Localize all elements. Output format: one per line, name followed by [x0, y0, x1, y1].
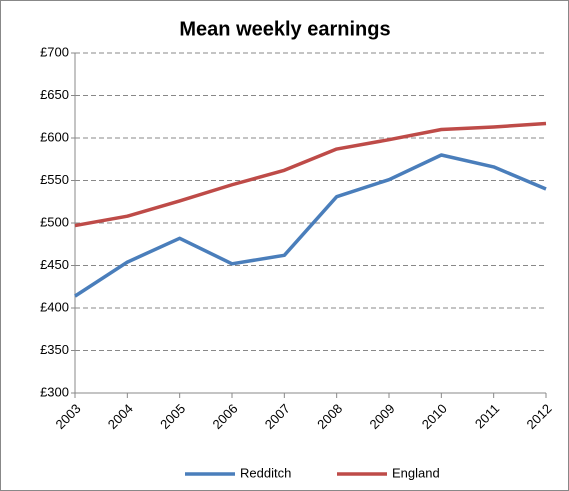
y-tick-label: £400: [40, 299, 69, 314]
y-tick-label: £550: [40, 172, 69, 187]
y-tick-label: £300: [40, 384, 69, 399]
chart-title: Mean weekly earnings: [179, 18, 390, 40]
series-line: [74, 121, 547, 228]
y-tick-label: £650: [40, 87, 69, 102]
y-tick-label: £450: [40, 257, 69, 272]
legend-label: England: [392, 465, 440, 480]
y-tick-label: £700: [40, 44, 69, 59]
y-tick-label: £350: [40, 342, 69, 357]
y-tick-label: £600: [40, 129, 69, 144]
legend-label: Redditch: [240, 465, 291, 480]
series-line: [74, 153, 547, 298]
y-tick-label: £500: [40, 214, 69, 229]
